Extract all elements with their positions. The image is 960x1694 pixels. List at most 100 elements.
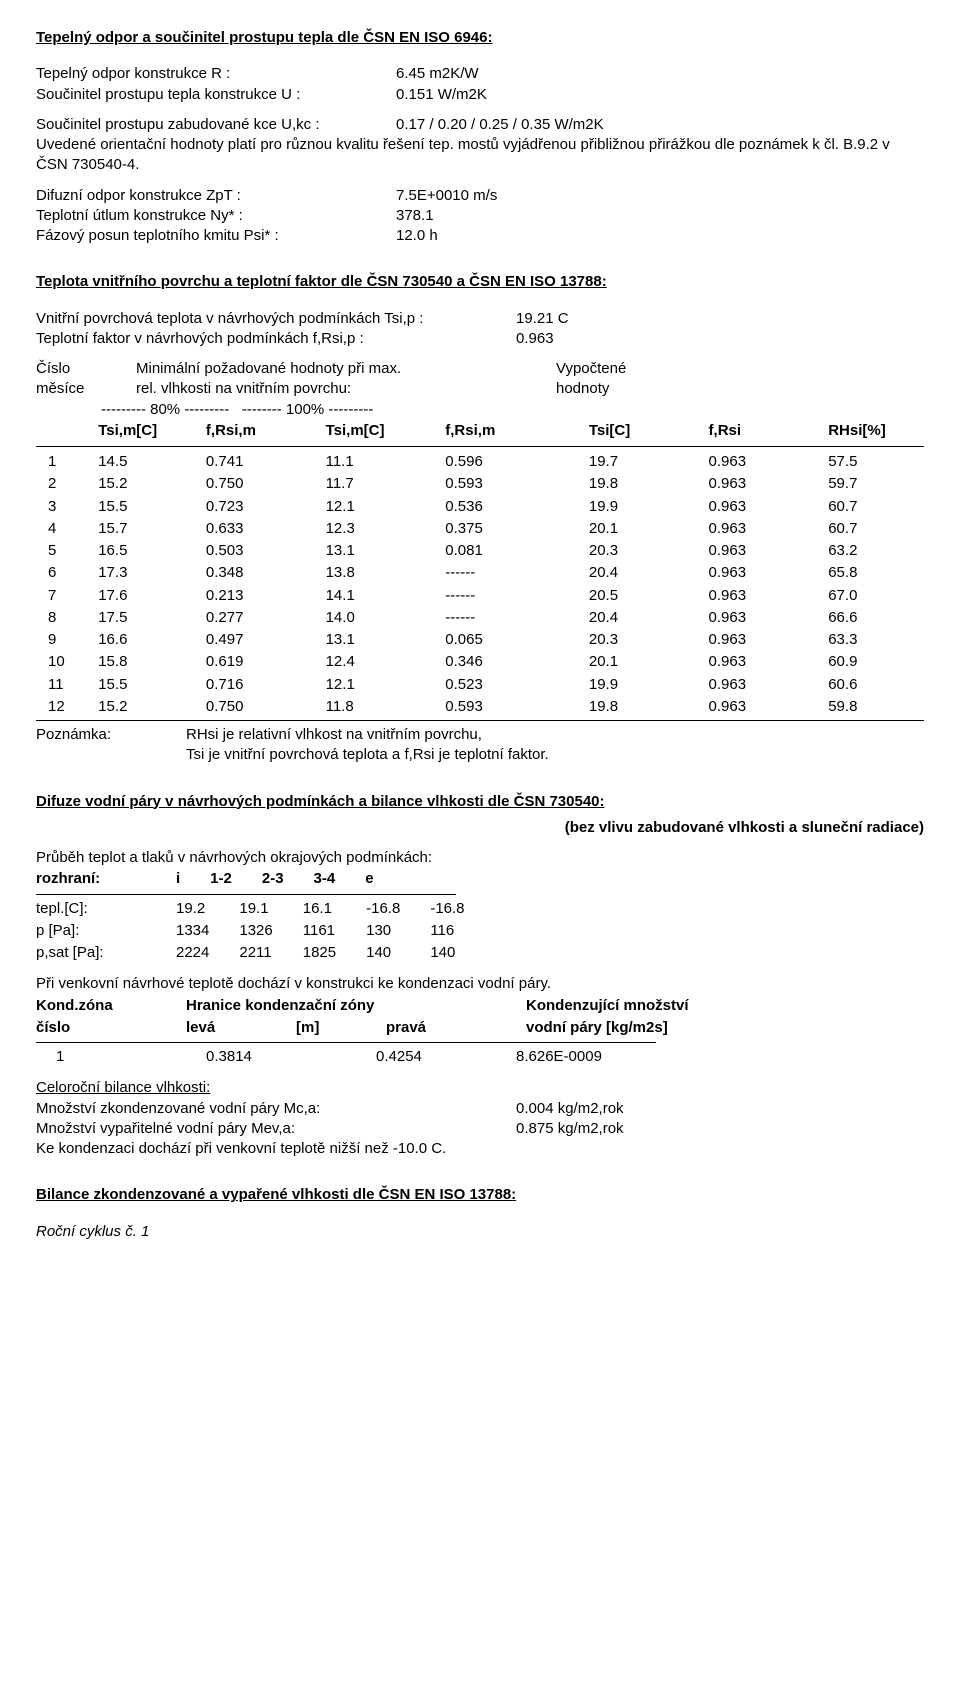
h-frsi: f,Rsi bbox=[709, 420, 829, 442]
bh-12: 1-2 bbox=[210, 868, 262, 890]
table-row: 114.50.74111.10.59619.70.96357.5 bbox=[36, 451, 924, 473]
h-tsim1: Tsi,m[C] bbox=[98, 420, 206, 442]
tbl-hdr1: Číslo Minimální požadované hodnoty při m… bbox=[36, 359, 924, 379]
monthly-header: Tsi,m[C] f,Rsi,m Tsi,m[C] f,Rsi,m Tsi[C]… bbox=[36, 420, 924, 442]
orient-note: Uvedené orientační hodnoty platí pro růz… bbox=[36, 135, 924, 176]
bp-i: 1334 bbox=[176, 920, 239, 942]
kond-data: 1 0.3814 0.4254 8.626E-0009 bbox=[36, 1046, 632, 1068]
bp-lbl: p [Pa]: bbox=[36, 920, 176, 942]
u-label: Součinitel prostupu tepla konstrukce U : bbox=[36, 85, 396, 105]
kh-cislo: číslo bbox=[36, 1017, 186, 1039]
col-cislo: Číslo bbox=[36, 359, 136, 379]
table-row: 215.20.75011.70.59319.80.96359.7 bbox=[36, 473, 924, 495]
prubeh-label: Průběh teplot a tlaků v návrhových okraj… bbox=[36, 848, 924, 868]
ny-label: Teplotní útlum konstrukce Ny* : bbox=[36, 206, 396, 226]
boundary-table: rozhraní: i 1-2 2-3 3-4 e bbox=[36, 868, 404, 890]
h-frsim1: f,Rsi,m bbox=[206, 420, 326, 442]
table-row: 1215.20.75011.80.59319.80.96359.8 bbox=[36, 696, 924, 718]
kh-vp: vodní páry [kg/m2s] bbox=[526, 1017, 719, 1039]
boundary-header: rozhraní: i 1-2 2-3 3-4 e bbox=[36, 868, 404, 890]
tsip-label: Vnitřní povrchová teplota v návrhových p… bbox=[36, 309, 516, 329]
table-row: 617.30.34813.8------20.40.96365.8 bbox=[36, 562, 924, 584]
kr-n: 1 bbox=[36, 1046, 206, 1068]
kh-m: [m] bbox=[296, 1017, 386, 1039]
bp-23: 1161 bbox=[303, 920, 366, 942]
bh-34: 3-4 bbox=[314, 868, 366, 890]
zpt-val: 7.5E+0010 m/s bbox=[396, 186, 924, 206]
boundary-psat: p,sat [Pa]: 2224 2211 1825 140 140 bbox=[36, 942, 495, 964]
col-min: Minimální požadované hodnoty při max. bbox=[136, 359, 556, 379]
tbl-hdr2: měsíce rel. vlhkosti na vnitřním povrchu… bbox=[36, 379, 924, 399]
col-vyp: Vypočtené bbox=[556, 359, 626, 379]
bs-i: 2224 bbox=[176, 942, 239, 964]
section3-subtitle: (bez vlivu zabudované vlhkosti a slunečn… bbox=[36, 818, 924, 838]
kh-zona: Kond.zóna bbox=[36, 995, 186, 1017]
h-tsim2: Tsi,m[C] bbox=[326, 420, 446, 442]
frsip-label: Teplotní faktor v návrhových podmínkách … bbox=[36, 329, 516, 349]
boundary-data: tepl.[C]: 19.2 19.1 16.1 -16.8 -16.8 p [… bbox=[36, 898, 495, 965]
bp-34: 130 bbox=[366, 920, 430, 942]
u-val: 0.151 W/m2K bbox=[396, 85, 924, 105]
table-row: 415.70.63312.30.37520.10.96360.7 bbox=[36, 518, 924, 540]
section3-title: Difuze vodní páry v návrhových podmínkác… bbox=[36, 792, 924, 812]
ukc-row: Součinitel prostupu zabudované kce U,kc … bbox=[36, 115, 924, 135]
bs-34: 140 bbox=[366, 942, 430, 964]
h-frsim2: f,Rsi,m bbox=[445, 420, 589, 442]
bh-e: e bbox=[365, 868, 403, 890]
boundary-tepl: tepl.[C]: 19.2 19.1 16.1 -16.8 -16.8 bbox=[36, 898, 495, 920]
kh-prava: pravá bbox=[386, 1017, 526, 1039]
mev-val: 0.875 kg/m2,rok bbox=[516, 1119, 624, 1139]
r-label: Tepelný odpor konstrukce R : bbox=[36, 64, 396, 84]
ukc-val: 0.17 / 0.20 / 0.25 / 0.35 W/m2K bbox=[396, 115, 924, 135]
table-row: 315.50.72312.10.53619.90.96360.7 bbox=[36, 496, 924, 518]
bt-34: -16.8 bbox=[366, 898, 430, 920]
cyklus: Roční cyklus č. 1 bbox=[36, 1222, 924, 1242]
bt-e: -16.8 bbox=[430, 898, 494, 920]
h-tsi: Tsi[C] bbox=[589, 420, 709, 442]
bs-e: 140 bbox=[430, 942, 494, 964]
ke-kond: Ke kondenzaci dochází při venkovní teplo… bbox=[36, 1139, 924, 1159]
kr-p: 0.4254 bbox=[376, 1046, 516, 1068]
tsip-val: 19.21 C bbox=[516, 309, 569, 329]
mc-label: Množství zkondenzované vodní páry Mc,a: bbox=[36, 1099, 516, 1119]
mev-row: Množství vypařitelné vodní páry Mev,a: 0… bbox=[36, 1119, 924, 1139]
poz1: RHsi je relativní vlhkost na vnitřním po… bbox=[186, 725, 549, 745]
table-row: 916.60.49713.10.06520.30.96363.3 bbox=[36, 629, 924, 651]
bh-roz: rozhraní: bbox=[36, 868, 176, 890]
cel-title: Celoroční bilance vlhkosti: bbox=[36, 1078, 924, 1098]
col-rel: rel. vlhkosti na vnitřním povrchu: bbox=[136, 379, 556, 399]
ny-row: Teplotní útlum konstrukce Ny* : 378.1 bbox=[36, 206, 924, 226]
bh-23: 2-3 bbox=[262, 868, 314, 890]
table-row: 817.50.27714.0------20.40.96366.6 bbox=[36, 607, 924, 629]
bs-23: 1825 bbox=[303, 942, 366, 964]
zpt-label: Difuzní odpor konstrukce ZpT : bbox=[36, 186, 396, 206]
bt-23: 16.1 bbox=[303, 898, 366, 920]
ny-val: 378.1 bbox=[396, 206, 924, 226]
table-row: 516.50.50313.10.08120.30.96363.2 bbox=[36, 540, 924, 562]
zpt-row: Difuzní odpor konstrukce ZpT : 7.5E+0010… bbox=[36, 186, 924, 206]
bt-lbl: tepl.[C]: bbox=[36, 898, 176, 920]
bs-12: 2211 bbox=[239, 942, 302, 964]
kond-row: 1 0.3814 0.4254 8.626E-0009 bbox=[36, 1046, 632, 1068]
bt-12: 19.1 bbox=[239, 898, 302, 920]
kond-header: Kond.zóna Hranice kondenzační zóny Konde… bbox=[36, 995, 719, 1040]
poznamka-row: Poznámka: RHsi je relativní vlhkost na v… bbox=[36, 725, 924, 766]
psi-label: Fázový posun teplotního kmitu Psi* : bbox=[36, 226, 396, 246]
psi-row: Fázový posun teplotního kmitu Psi* : 12.… bbox=[36, 226, 924, 246]
bs-lbl: p,sat [Pa]: bbox=[36, 942, 176, 964]
frsip-row: Teplotní faktor v návrhových podmínkách … bbox=[36, 329, 924, 349]
r-row: Tepelný odpor konstrukce R : 6.45 m2K/W bbox=[36, 64, 924, 84]
frsip-val: 0.963 bbox=[516, 329, 554, 349]
kr-l: 0.3814 bbox=[206, 1046, 376, 1068]
col-mesice: měsíce bbox=[36, 379, 136, 399]
boundary-p: p [Pa]: 1334 1326 1161 130 116 bbox=[36, 920, 495, 942]
bp-12: 1326 bbox=[239, 920, 302, 942]
pct-line: --------- 80% --------- -------- 100% --… bbox=[36, 400, 924, 420]
poz-label: Poznámka: bbox=[36, 725, 186, 766]
bt-i: 19.2 bbox=[176, 898, 239, 920]
poz2: Tsi je vnitřní povrchová teplota a f,Rsi… bbox=[186, 745, 549, 765]
r-val: 6.45 m2K/W bbox=[396, 64, 924, 84]
monthly-table: Tsi,m[C] f,Rsi,m Tsi,m[C] f,Rsi,m Tsi[C]… bbox=[36, 420, 924, 718]
mev-label: Množství vypařitelné vodní páry Mev,a: bbox=[36, 1119, 516, 1139]
ukc-label: Součinitel prostupu zabudované kce U,kc … bbox=[36, 115, 396, 135]
